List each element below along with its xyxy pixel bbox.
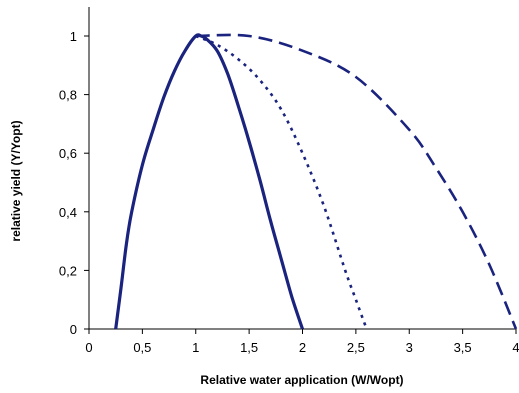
- series-line-dotted: [195, 34, 368, 330]
- x-tick-label: 2,5: [347, 340, 365, 355]
- chart-series-layer: [114, 33, 518, 330]
- y-tick-label: 0,6: [59, 146, 77, 161]
- x-tick-label: 3: [406, 340, 413, 355]
- y-tick-label: 0,2: [59, 263, 77, 278]
- y-tick-label: 0: [70, 322, 77, 337]
- y-tick-label: 0,4: [59, 205, 77, 220]
- x-tick-label: 4: [512, 340, 519, 355]
- x-tick-label: 0: [85, 340, 92, 355]
- x-tick-label: 1: [192, 340, 199, 355]
- chart-axes: [84, 7, 517, 334]
- series-line-solid: [114, 33, 305, 330]
- x-tick-label: 1,5: [240, 340, 258, 355]
- y-axis-title: relative yield (Y/Yopt): [9, 120, 23, 241]
- y-tick-label: 0,8: [59, 88, 77, 103]
- series-line-dashed: [195, 33, 518, 330]
- x-tick-label: 2: [299, 340, 306, 355]
- chart-tick-layer: 0 0,5 1 1,5 2 2,5 3 3,5 4 0 0,2 0,4 0,6 0,8 1: [59, 29, 519, 355]
- y-tick-label: 1: [70, 29, 77, 44]
- x-tick-label: 3,5: [454, 340, 472, 355]
- x-tick-label: 0,5: [133, 340, 151, 355]
- x-axis-title: Relative water application (W/Wopt): [200, 373, 403, 387]
